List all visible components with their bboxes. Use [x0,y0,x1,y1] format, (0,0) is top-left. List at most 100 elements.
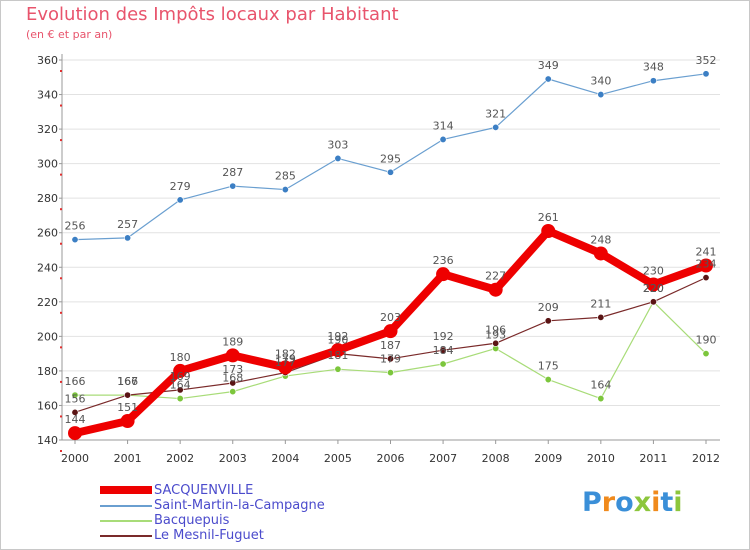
data-point [699,258,713,273]
data-label: 261 [538,211,559,224]
y-tick-label: 320 [37,123,58,136]
y-tick-label: 220 [37,296,58,309]
data-point [124,391,132,399]
data-label: 321 [485,107,506,120]
data-labels: 256 257 279 287 285 303 295 314 321 349 340 348 352 1… [65,54,717,426]
grid-lines [62,59,720,441]
y-tick-label: 340 [37,89,58,102]
legend-label-sacquenville: SACQUENVILLE [154,483,254,498]
series-sacquenville [68,224,713,441]
legend-label-saint-martin: Saint-Martin-la-Campagne [154,498,325,513]
data-point [439,360,447,368]
y-axis-dot [60,380,62,383]
y-tick-label: 360 [37,54,58,67]
data-label: 175 [538,360,559,373]
data-point [488,282,503,297]
data-label: 166 [117,375,138,388]
y-axis-dot [60,311,62,314]
data-point [439,346,447,354]
data-label: 203 [380,311,401,324]
legend-swatch-sacquenville [100,486,152,494]
data-label: 340 [590,75,611,88]
data-point [597,313,605,321]
data-point [281,186,289,194]
y-axis-dot [60,208,62,211]
data-point [229,182,237,190]
data-point [120,414,135,428]
data-point [436,267,451,282]
legend-label-bacquepuis: Bacquepuis [154,513,230,528]
data-label: 164 [590,379,611,392]
y-tick-label: 180 [37,365,58,378]
x-tick-label: 2000 [61,452,89,465]
data-point [702,70,710,78]
data-label: 166 [65,375,86,388]
data-point [649,77,657,85]
data-label: 184 [433,344,454,357]
data-point [492,123,500,131]
series-group [68,70,713,441]
data-label: 295 [380,152,401,165]
x-tick-label: 2002 [166,452,194,465]
data-point [71,408,79,416]
data-point [383,324,398,339]
data-point [124,234,132,242]
data-point [544,75,552,83]
y-axis-dot [60,277,62,280]
x-tick-label: 2008 [482,452,510,465]
data-point [71,236,79,244]
x-tick-label: 2003 [219,452,247,465]
data-label: 220 [643,282,664,295]
y-tick-label: 260 [37,227,58,240]
data-label: 144 [65,413,86,426]
legend-swatch-saint-martin [100,505,152,507]
proxiti-logo: Proxiti [582,487,683,518]
data-point [176,196,184,204]
data-label: 348 [643,61,664,74]
data-label: 169 [170,370,191,383]
data-label: 190 [696,334,717,347]
data-label: 314 [433,119,454,132]
data-point [334,365,342,373]
x-tick-label: 2010 [587,452,615,465]
data-point [593,246,608,261]
data-point [386,168,394,176]
data-point [386,369,394,377]
chart-title: Evolution des Impôts locaux par Habitant [26,4,399,25]
data-label: 156 [65,392,86,405]
logo-letter: r [601,487,616,518]
y-axis-dot [60,104,62,107]
data-label: 248 [590,233,611,246]
data-point [492,339,500,347]
data-point [173,363,188,378]
data-label: 179 [380,353,401,366]
data-point [71,391,79,399]
data-label: 167 [117,375,138,388]
logo-letter: t [660,487,674,518]
data-label: 168 [222,372,243,385]
data-point [334,154,342,162]
logo-letter: P [582,487,602,518]
data-label: 179 [275,353,296,366]
data-label: 180 [170,351,191,364]
data-label: 230 [643,265,664,278]
x-tick-label: 2005 [324,452,352,465]
legend-swatch-bacquepuis [100,520,152,522]
data-label: 285 [275,170,296,183]
data-label: 177 [275,356,296,369]
data-label: 192 [327,330,348,343]
logo-letter: i [651,487,661,518]
y-axis-dot [60,173,62,176]
logo-letter: o [615,487,634,518]
data-label: 220 [643,282,664,295]
data-label: 287 [222,166,243,179]
x-tick-label: 2007 [429,452,457,465]
y-tick-label: 160 [37,399,58,412]
data-label: 234 [696,258,717,271]
data-point [278,360,293,375]
data-label: 190 [327,334,348,347]
data-label: 349 [538,59,559,72]
data-label: 257 [117,218,138,231]
logo-letter: i [673,487,683,518]
data-label: 256 [65,220,86,233]
